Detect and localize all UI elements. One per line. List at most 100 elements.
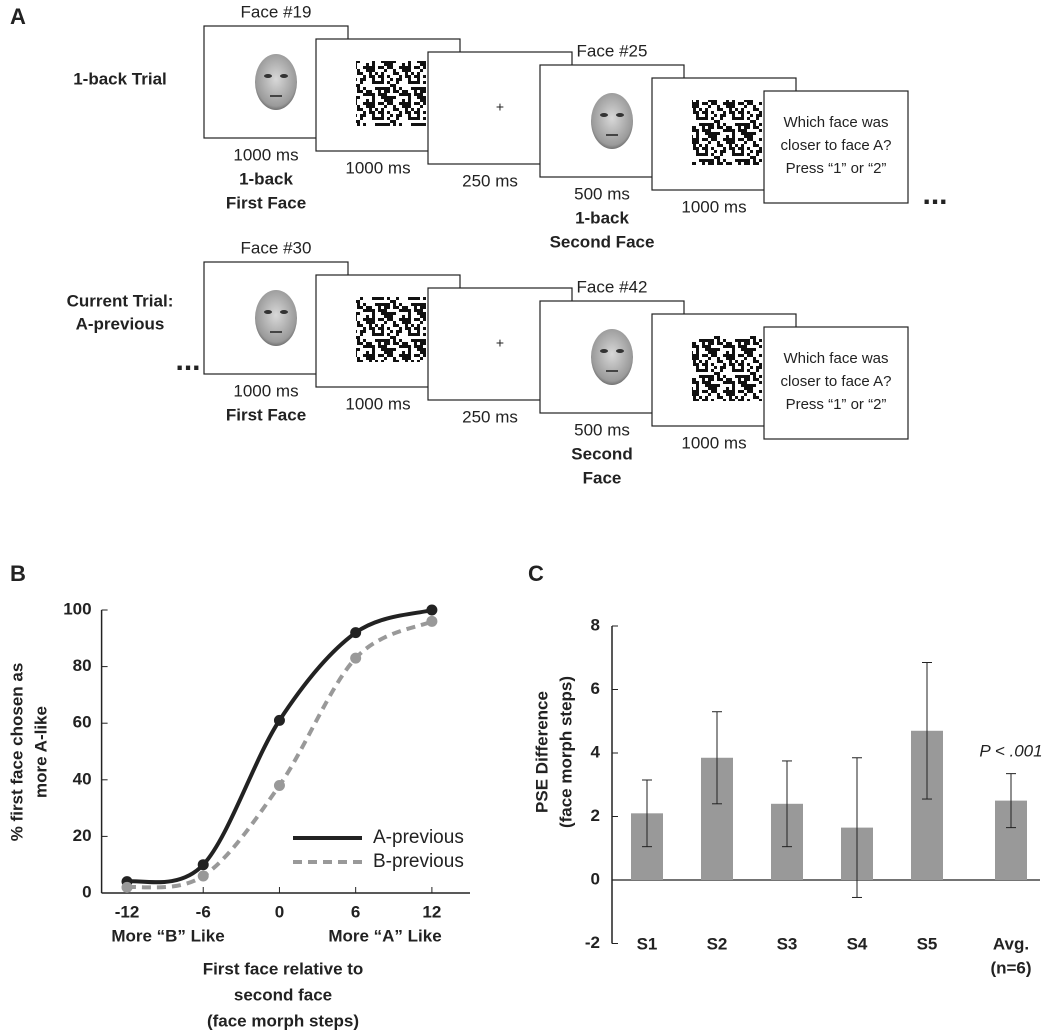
legend-label: B-previous <box>373 851 464 872</box>
x-tick-label: -12 <box>115 902 140 921</box>
face-eye <box>280 310 288 314</box>
point <box>350 652 362 664</box>
caption: 1-back <box>575 208 629 227</box>
point <box>273 714 285 726</box>
x-tick-label: S2 <box>707 934 728 953</box>
face <box>591 93 633 149</box>
face-eye <box>600 349 608 353</box>
point <box>426 604 438 616</box>
x-tick-label: S1 <box>637 934 658 953</box>
x-tick-label: 0 <box>275 902 284 921</box>
noise-mask <box>356 61 426 126</box>
y-tick-label: 2 <box>591 806 600 825</box>
duration: 1000 ms <box>345 158 410 177</box>
x-tick-label: 6 <box>351 902 360 921</box>
face-eye <box>616 349 624 353</box>
y-tick-label: 100 <box>63 599 91 618</box>
x-axis-label: second face <box>234 985 332 1004</box>
x-end-label: More “B” Like <box>111 926 224 945</box>
face-eye <box>264 310 272 314</box>
y-tick-label: 60 <box>73 713 92 732</box>
face <box>255 290 297 346</box>
x-tick-label: Avg. <box>993 934 1029 953</box>
panel-label: C <box>528 561 544 586</box>
face-eye <box>280 74 288 78</box>
prompt: Press “1” or “2” <box>786 160 887 177</box>
duration: 1000 ms <box>681 433 746 452</box>
x-tick-label: S5 <box>917 934 938 953</box>
duration: 250 ms <box>462 407 518 426</box>
frame-title: Face #30 <box>241 238 312 257</box>
row-label: Current Trial: <box>67 291 174 310</box>
ellipsis: ... <box>175 344 200 377</box>
ellipsis: ... <box>922 178 947 211</box>
caption: Second Face <box>550 232 655 251</box>
face <box>255 54 297 110</box>
noise-mask <box>692 100 762 165</box>
point <box>197 870 209 882</box>
point <box>121 881 133 893</box>
x-tick-label: (n=6) <box>990 958 1031 977</box>
x-tick-label: S4 <box>847 934 868 953</box>
face-eye <box>600 113 608 117</box>
y-tick-label: -2 <box>585 933 600 952</box>
face-eye <box>264 74 272 78</box>
frame-title: Face #25 <box>577 41 648 60</box>
y-tick-label: 40 <box>73 769 92 788</box>
caption: First Face <box>226 193 306 212</box>
duration: 1000 ms <box>345 394 410 413</box>
frame <box>763 90 909 204</box>
x-axis-label: (face morph steps) <box>207 1011 359 1030</box>
point <box>273 779 285 791</box>
panel-label: A <box>10 4 26 29</box>
x-axis-label: First face relative to <box>203 959 364 978</box>
prompt: closer to face A? <box>781 137 892 154</box>
panel-label: B <box>10 561 26 586</box>
duration: 1000 ms <box>681 197 746 216</box>
face <box>591 329 633 385</box>
y-tick-label: 4 <box>591 742 601 761</box>
frame-title: Face #42 <box>577 277 648 296</box>
prompt: Press “1” or “2” <box>786 396 887 413</box>
fixation: + <box>496 335 504 351</box>
y-tick-label: 20 <box>73 826 92 845</box>
point <box>197 859 209 871</box>
x-tick-label: S3 <box>777 934 798 953</box>
legend-label: A-previous <box>373 827 464 848</box>
fixation: + <box>496 99 504 115</box>
y-axis-label: % first face chosen as <box>7 663 26 842</box>
y-axis-label: (face morph steps) <box>556 676 575 828</box>
prompt: closer to face A? <box>781 373 892 390</box>
prompt: Which face was <box>783 114 888 131</box>
caption: Second <box>571 444 632 463</box>
x-end-label: More “A” Like <box>328 926 441 945</box>
y-tick-label: 8 <box>591 615 600 634</box>
duration: 500 ms <box>574 184 630 203</box>
duration: 1000 ms <box>233 145 298 164</box>
row-label: 1-back Trial <box>73 69 167 88</box>
noise-mask <box>692 336 762 401</box>
duration: 500 ms <box>574 420 630 439</box>
y-tick-label: 6 <box>591 679 600 698</box>
y-tick-label: 0 <box>591 869 600 888</box>
prompt: Which face was <box>783 350 888 367</box>
face-eye <box>616 113 624 117</box>
y-tick-label: 0 <box>82 882 91 901</box>
point <box>350 627 362 639</box>
row-label: A-previous <box>76 314 165 333</box>
y-axis-label: more A-like <box>31 706 50 798</box>
duration: 250 ms <box>462 171 518 190</box>
duration: 1000 ms <box>233 381 298 400</box>
noise-mask <box>356 297 426 362</box>
caption: First Face <box>226 405 306 424</box>
frame <box>763 326 909 440</box>
y-axis-label: PSE Difference <box>532 691 551 813</box>
caption: Face <box>583 468 622 487</box>
caption: 1-back <box>239 169 293 188</box>
frame-title: Face #19 <box>241 2 312 21</box>
x-tick-label: 12 <box>422 902 441 921</box>
x-tick-label: -6 <box>196 902 211 921</box>
annotation: P < .001 <box>979 741 1042 760</box>
